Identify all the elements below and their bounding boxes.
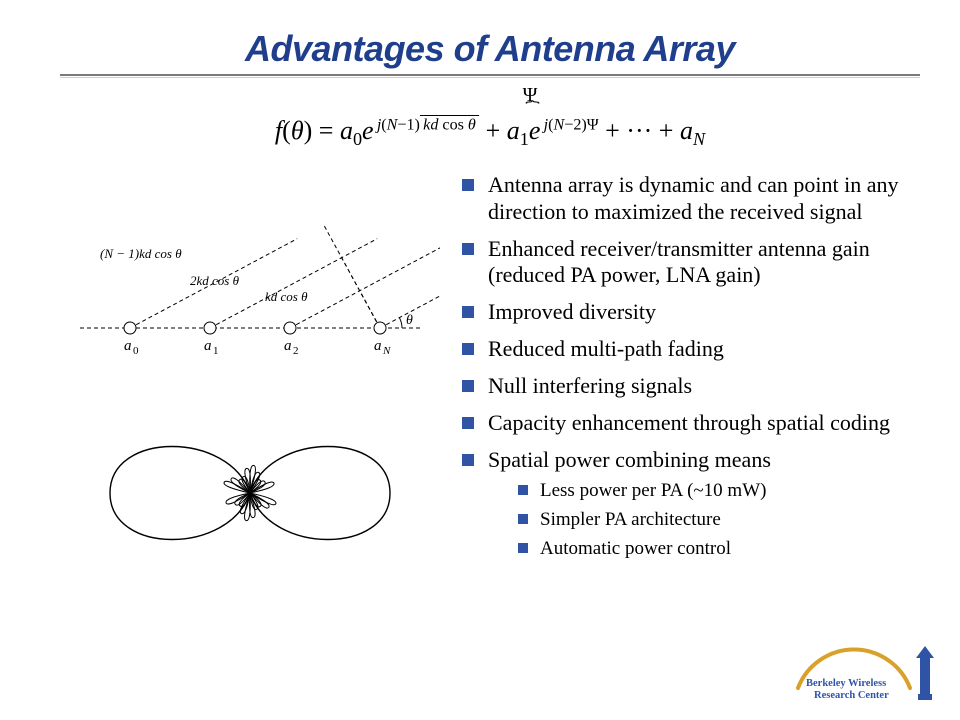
svg-text:2: 2 [293, 345, 299, 357]
svg-text:1: 1 [213, 345, 219, 357]
bullets-column: Antenna array is dynamic and can point i… [460, 168, 920, 583]
svg-text:a: a [374, 338, 382, 354]
array-factor-formula: Ψ ⏞ f(θ) = a0e j(N−1) kd cos θ + a1e j(N… [60, 86, 920, 164]
bullet-item: Improved diversity [460, 299, 920, 326]
bullet-item: Capacity enhancement through spatial cod… [460, 410, 920, 437]
slide-title: Advantages of Antenna Array [60, 28, 920, 70]
bwrc-logo: Berkeley WirelessResearch Center [792, 644, 942, 702]
svg-text:a: a [204, 338, 212, 354]
bullet-item: Reduced multi-path fading [460, 336, 920, 363]
bullet-list: Antenna array is dynamic and can point i… [460, 172, 920, 562]
overbrace-glyph: ⏞ [428, 107, 632, 113]
svg-text:θ: θ [406, 313, 413, 328]
sub-bullet-item: Less power per PA (~10 mW) [516, 479, 920, 504]
svg-text:Research Center: Research Center [814, 690, 889, 701]
title-rule [60, 74, 920, 78]
formula-expression: f(θ) = a0e j(N−1) kd cos θ + a1e j(N−2)Ψ… [60, 116, 920, 146]
sub-bullet-item: Automatic power control [516, 537, 920, 562]
radiation-pattern-diagram [60, 413, 440, 583]
sub-bullet-list: Less power per PA (~10 mW) Simpler PA arc… [488, 479, 920, 561]
svg-text:0: 0 [133, 345, 139, 357]
sub-bullet-item: Simpler PA architecture [516, 508, 920, 533]
bullet-item: Enhanced receiver/transmitter antenna ga… [460, 236, 920, 290]
svg-text:2kd cos θ: 2kd cos θ [190, 273, 240, 288]
psi-overbrace: Ψ ⏞ [470, 84, 590, 113]
svg-text:kd cos θ: kd cos θ [265, 289, 308, 304]
slide: Advantages of Antenna Array Ψ ⏞ f(θ) = a… [0, 0, 960, 720]
svg-text:a: a [124, 338, 132, 354]
svg-text:Berkeley Wireless: Berkeley Wireless [806, 678, 886, 689]
bullet-item: Antenna array is dynamic and can point i… [460, 172, 920, 226]
content-row: a0a1a2aNθ(N − 1)kd cos θ2kd cos θkd cos … [60, 168, 920, 583]
bullet-item: Spatial power combining meansLess power … [460, 447, 920, 562]
svg-text:a: a [284, 338, 292, 354]
array-geometry-diagram: a0a1a2aNθ(N − 1)kd cos θ2kd cos θkd cos … [60, 168, 440, 383]
bullet-item: Null interfering signals [460, 373, 920, 400]
svg-text:N: N [382, 345, 391, 357]
diagrams-column: a0a1a2aNθ(N − 1)kd cos θ2kd cos θkd cos … [60, 168, 440, 583]
svg-text:(N − 1)kd cos θ: (N − 1)kd cos θ [100, 246, 182, 261]
